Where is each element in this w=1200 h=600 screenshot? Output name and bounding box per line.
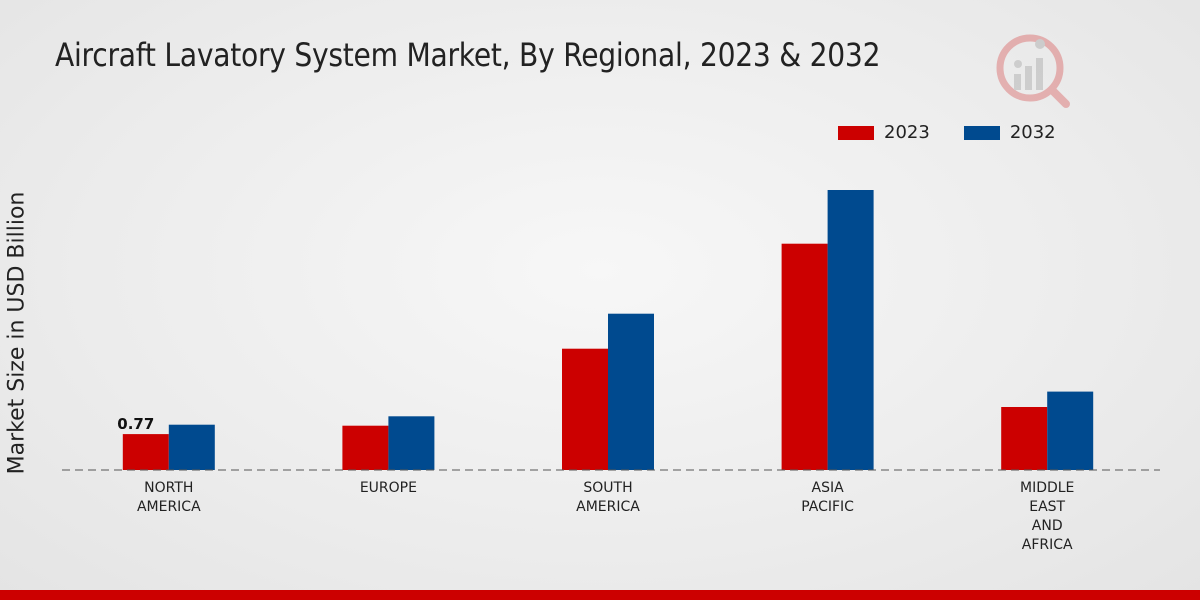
legend-item-2023[interactable]: 2023 (838, 122, 930, 143)
legend-swatch-2032 (963, 125, 1000, 140)
brand-logo-icon (996, 34, 1070, 108)
bar-2032-europe[interactable] (388, 416, 435, 470)
legend-label-2023: 2023 (884, 122, 930, 143)
x-tick-labels: NORTH AMERICA EUROPE SOUTH AMERICA ASIA PACIFI… (137, 480, 1074, 553)
bar-2032-middle-east-and-africa[interactable] (1047, 391, 1094, 470)
x-tick-label: ASIA PACIFIC (801, 480, 854, 515)
x-tick-label: NORTH AMERICA (137, 480, 201, 515)
x-tick-label: MIDDLE EAST AND AFRICA (1020, 480, 1074, 553)
bar-2023-north-america[interactable] (122, 434, 169, 470)
legend-label-2032: 2032 (1009, 122, 1056, 143)
legend-swatch-2023 (838, 125, 874, 140)
x-tick-label: EUROPE (360, 480, 417, 496)
legend-item-2032[interactable]: 2032 (963, 122, 1056, 143)
x-tick-label: SOUTH AMERICA (576, 480, 640, 515)
data-label: 0.77 (117, 415, 154, 433)
chart-title: Aircraft Lavatory System Market, By Regi… (55, 36, 881, 74)
bars-group (122, 190, 1094, 470)
bar-2023-middle-east-and-africa[interactable] (1001, 407, 1048, 470)
bottom-accent-bar (0, 590, 1200, 600)
bar-2023-asia-pacific[interactable] (781, 243, 828, 470)
legend: 2023 2032 (838, 122, 1090, 143)
bar-2023-south-america[interactable] (562, 348, 608, 470)
bar-2032-asia-pacific[interactable] (827, 190, 874, 470)
bar-2032-north-america[interactable] (168, 424, 215, 470)
bar-2023-europe[interactable] (342, 425, 389, 470)
bar-2032-south-america[interactable] (608, 313, 654, 470)
data-labels: 0.77 (117, 415, 154, 433)
